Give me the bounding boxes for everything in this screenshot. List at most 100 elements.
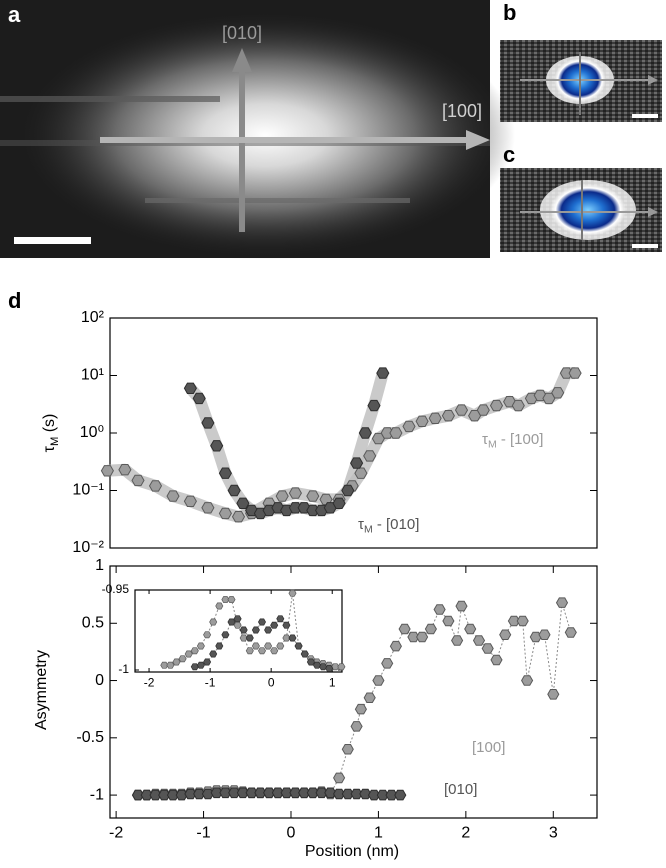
data-point	[158, 789, 171, 801]
data-point	[245, 634, 254, 642]
data-point	[306, 504, 320, 517]
data-point	[160, 661, 169, 669]
data-point	[166, 490, 180, 502]
panel-label: c	[503, 142, 515, 167]
data-point	[203, 631, 212, 639]
label-text: - [010]	[373, 516, 420, 533]
data-point	[131, 474, 145, 487]
axis-label: Position (nm)	[305, 843, 399, 860]
label-subscript: M	[364, 523, 373, 535]
x-tick-label: -2	[109, 824, 123, 841]
data-point	[325, 664, 334, 672]
data-point	[282, 634, 291, 642]
data-point	[227, 484, 241, 497]
data-point	[183, 495, 197, 507]
data-point	[472, 635, 486, 646]
data-point	[350, 788, 363, 800]
data-point	[270, 647, 279, 655]
plot-frame	[134, 589, 343, 673]
data-point	[209, 650, 218, 658]
label-text: - [100]	[497, 431, 544, 448]
data-point	[280, 787, 293, 799]
data-point	[210, 440, 224, 452]
data-point	[354, 703, 367, 715]
axis-label: τM - [010]	[358, 516, 419, 535]
data-point	[319, 663, 328, 671]
data-point	[276, 615, 285, 623]
data-point	[394, 789, 407, 801]
data-point	[251, 642, 260, 650]
panel-c-image	[500, 168, 662, 252]
data-point	[210, 787, 223, 799]
x-tick-label: 3	[549, 824, 558, 841]
data-point	[227, 618, 236, 626]
data-point	[416, 631, 429, 643]
data-point	[276, 642, 285, 650]
data-point	[337, 663, 346, 671]
data-point	[175, 789, 188, 801]
data-point	[282, 621, 291, 629]
data-point	[511, 399, 525, 412]
data-point	[288, 502, 302, 514]
label-subscript: M	[49, 437, 61, 446]
axis-label: Asymmetry	[33, 650, 50, 730]
label-symbol: τ	[41, 445, 58, 452]
data-point	[184, 788, 197, 800]
data-point	[131, 789, 145, 801]
data-point	[341, 484, 355, 497]
data-point	[233, 615, 242, 623]
data-point	[367, 399, 381, 412]
y-tick-label: -1	[118, 662, 129, 676]
data-point	[324, 787, 337, 799]
y-tick-label: -1	[90, 786, 104, 803]
panel-a-image	[0, 0, 515, 260]
data-point	[218, 507, 232, 520]
data-point	[354, 467, 368, 479]
data-point	[389, 640, 402, 652]
panel-b-image	[500, 40, 662, 122]
panel-label: a	[8, 2, 21, 27]
data-point	[315, 787, 328, 799]
data-point	[100, 465, 114, 477]
data-point	[227, 596, 236, 604]
data-point	[402, 420, 416, 433]
data-point	[380, 427, 394, 439]
data-point	[442, 615, 455, 627]
data-point	[489, 399, 504, 412]
data-point	[568, 367, 582, 379]
data-point	[264, 642, 273, 650]
data-point	[350, 721, 363, 732]
data-point	[547, 689, 560, 700]
x-tick-label: -1	[196, 824, 210, 841]
data-point	[275, 490, 289, 502]
x-tick-label: 0	[287, 824, 296, 841]
data-point	[376, 789, 389, 801]
y-tick-label: -0.5	[76, 729, 104, 746]
data-point	[415, 415, 429, 427]
annotation: [010]	[444, 781, 477, 798]
label-text: (s)	[41, 414, 58, 437]
data-point	[464, 623, 477, 635]
arrow-label: [100]	[442, 101, 482, 121]
x-tick-label: 0	[268, 676, 275, 690]
data-point	[149, 789, 162, 801]
data-point	[288, 634, 297, 642]
data-point	[148, 480, 163, 492]
data-point	[288, 589, 297, 597]
data-point	[218, 467, 232, 479]
data-point	[221, 631, 230, 639]
data-point	[166, 789, 180, 801]
data-point	[306, 658, 315, 666]
data-point	[236, 497, 250, 509]
data-point	[196, 642, 205, 650]
data-point	[271, 787, 284, 799]
data-point	[209, 618, 218, 626]
data-point	[521, 675, 534, 686]
data-point	[559, 367, 573, 379]
data-point	[239, 626, 248, 634]
label-symbol: τ	[358, 516, 364, 533]
data-point	[516, 615, 529, 627]
data-point	[389, 427, 403, 439]
data-point	[341, 788, 354, 800]
data-point	[196, 661, 205, 669]
